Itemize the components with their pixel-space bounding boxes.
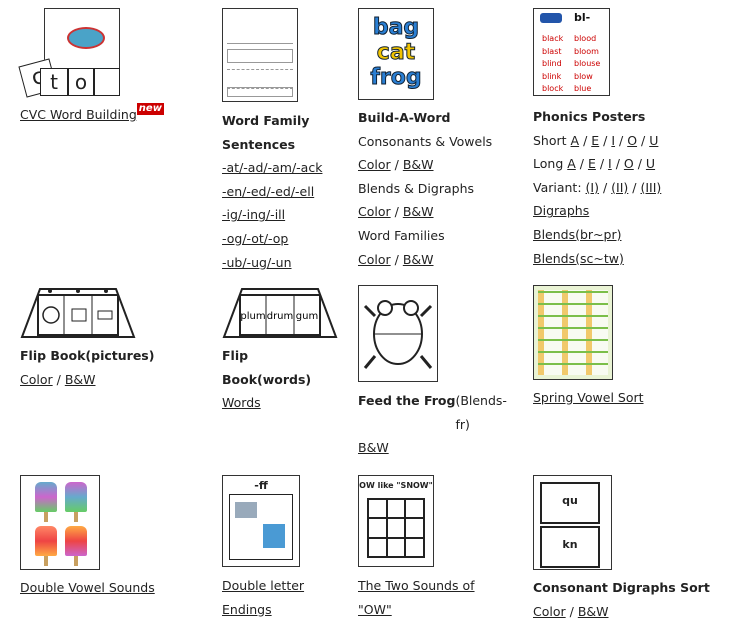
wf-bw-link[interactable]: B&W: [402, 251, 434, 267]
flip-book-words-icon[interactable]: plum drum gum: [222, 283, 338, 339]
cvc-word-building-link[interactable]: CVC Word Building: [20, 107, 137, 122]
frog-thumbnail[interactable]: [358, 285, 438, 382]
consonants-vowels-label: Consonants & Vowels: [358, 133, 493, 149]
bd-color-link[interactable]: Color: [358, 204, 391, 220]
digraphs-sort-thumbnail[interactable]: qu kn: [533, 475, 612, 570]
feed-the-frog-title: Feed the Frog: [358, 393, 456, 408]
link-ig-family[interactable]: -ig/-ing/-ill: [222, 207, 286, 223]
svg-text:drum: drum: [267, 311, 294, 322]
word-families-label: Word Families: [358, 227, 445, 243]
short-a-link[interactable]: A: [570, 132, 580, 148]
ow-thumbnail[interactable]: OW like "SNOW": [358, 475, 434, 567]
spinning-top-icon: [67, 27, 105, 49]
flip-book-words-title: Flip Book(words): [222, 348, 312, 387]
link-og-family[interactable]: -og/-ot/-op: [222, 230, 289, 246]
blends-digraphs-label: Blends & Digraphs: [358, 180, 475, 196]
digraphs-sort-color-link[interactable]: Color: [533, 603, 566, 619]
cv-color-link[interactable]: Color: [358, 157, 391, 173]
short-u-link[interactable]: U: [649, 132, 659, 148]
short-i-link[interactable]: I: [611, 132, 616, 148]
flip-book-pictures-title: Flip Book(pictures): [20, 348, 155, 363]
spring-vowel-sort-thumbnail[interactable]: [533, 285, 613, 380]
long-i-link[interactable]: I: [608, 156, 612, 172]
bl-poster-thumbnail[interactable]: bl- black blast blind blink block blood bloom…: [533, 8, 610, 96]
flip-pictures-color-link[interactable]: Color: [20, 371, 53, 387]
two-sounds-ow-link[interactable]: The Two Sounds of "OW": [358, 578, 475, 617]
short-e-link[interactable]: E: [591, 132, 600, 148]
blends-sc-tw-link[interactable]: Blends(sc~tw): [533, 250, 624, 266]
double-letter-endings-link[interactable]: Double letter Endings: [222, 578, 305, 617]
variant-3-link[interactable]: (III): [640, 179, 662, 195]
svg-text:plum: plum: [240, 311, 265, 322]
feed-frog-bw-link[interactable]: B&W: [358, 440, 389, 456]
double-letter-thumbnail[interactable]: -ff: [222, 475, 300, 567]
consonant-digraphs-sort-title: Consonant Digraphs Sort: [533, 580, 710, 595]
wf-color-link[interactable]: Color: [358, 251, 391, 267]
popsicles-thumbnail[interactable]: [20, 475, 100, 570]
spring-vowel-sort-link[interactable]: Spring Vowel Sort: [533, 390, 644, 405]
flip-words-link[interactable]: Words: [222, 395, 261, 411]
phonics-posters-title: Phonics Posters: [533, 109, 646, 124]
worksheet-thumbnail[interactable]: [222, 8, 298, 102]
digraphs-sort-bw-link[interactable]: B&W: [577, 603, 609, 619]
new-badge: new: [136, 103, 164, 115]
bag-cat-frog-thumbnail[interactable]: bag cat frog: [358, 8, 434, 100]
digraphs-link[interactable]: Digraphs: [533, 203, 590, 219]
link-at-family[interactable]: -at/-ad/-am/-ack: [222, 160, 323, 176]
bd-bw-link[interactable]: B&W: [402, 204, 434, 220]
word-family-title-line1: Word Family Sentences: [222, 113, 310, 152]
long-u-link[interactable]: U: [645, 156, 656, 172]
double-vowel-sounds-link[interactable]: Double Vowel Sounds: [20, 580, 155, 595]
svg-text:gum: gum: [296, 311, 318, 322]
build-a-word-title: Build-A-Word: [358, 110, 451, 125]
flip-book-icon[interactable]: [20, 283, 136, 339]
long-o-link[interactable]: O: [623, 156, 634, 172]
cv-bw-link[interactable]: B&W: [402, 157, 434, 173]
link-en-family[interactable]: -en/-ed/-ed/-ell: [222, 183, 315, 199]
blends-br-pr-link[interactable]: Blends(br~pr): [533, 226, 622, 242]
flip-pictures-bw-link[interactable]: B&W: [64, 371, 96, 387]
short-o-link[interactable]: O: [627, 132, 638, 148]
link-ub-family[interactable]: -ub/-ug/-un: [222, 254, 292, 270]
long-e-link[interactable]: E: [587, 156, 596, 172]
variant-1-link[interactable]: (I): [585, 179, 599, 195]
long-a-link[interactable]: A: [567, 156, 576, 172]
variant-2-link[interactable]: (II): [611, 179, 629, 195]
